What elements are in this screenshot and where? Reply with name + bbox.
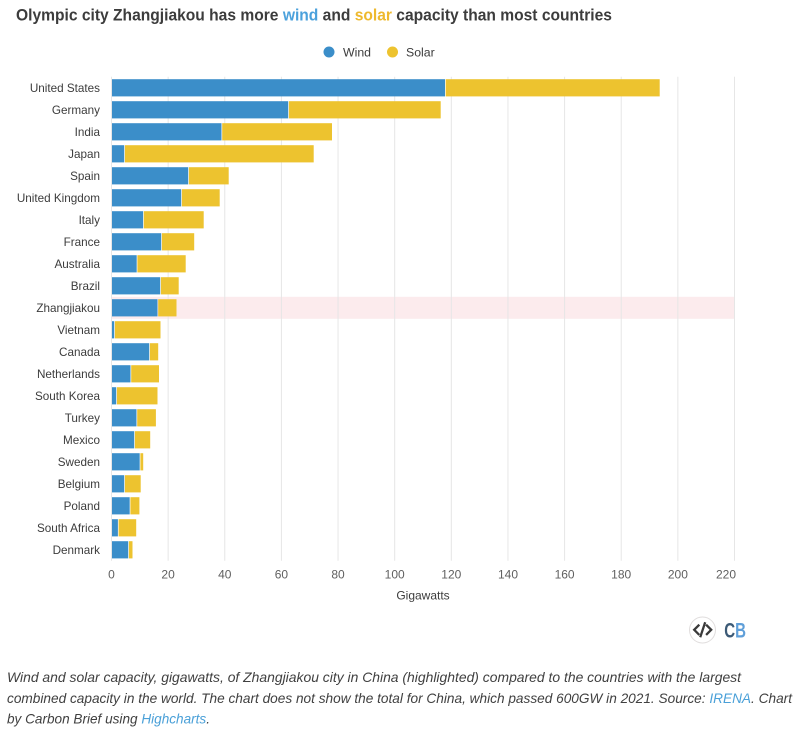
svg-text:Sweden: Sweden — [58, 456, 100, 469]
svg-text:Wind: Wind — [343, 45, 371, 59]
svg-text:United States: United States — [30, 82, 100, 95]
svg-text:Canada: Canada — [59, 346, 100, 359]
svg-text:Denmark: Denmark — [53, 544, 101, 557]
svg-text:Belgium: Belgium — [58, 478, 100, 491]
svg-text:200: 200 — [668, 568, 688, 582]
svg-text:France: France — [64, 236, 100, 249]
svg-text:60: 60 — [275, 568, 289, 582]
svg-text:Turkey: Turkey — [65, 412, 100, 425]
svg-text:Wind and solar capacity, gigaw: Wind and solar capacity, gigawatts, of Z… — [7, 669, 742, 685]
svg-text:Spain: Spain — [70, 170, 100, 183]
svg-text:Germany: Germany — [52, 104, 100, 117]
svg-text:0: 0 — [108, 568, 115, 582]
svg-text:Olympic city Zhangjiakou has m: Olympic city Zhangjiakou has more wind a… — [16, 7, 612, 25]
svg-text:Gigawatts: Gigawatts — [396, 589, 449, 603]
svg-text:Poland: Poland — [64, 500, 100, 513]
svg-text:Japan: Japan — [68, 148, 100, 161]
svg-text:Solar: Solar — [406, 45, 435, 59]
svg-text:220: 220 — [716, 568, 736, 582]
svg-text:Italy: Italy — [79, 214, 101, 227]
svg-text:India: India — [75, 126, 101, 139]
svg-text:Brazil: Brazil — [71, 280, 100, 293]
svg-text:120: 120 — [441, 568, 461, 582]
svg-text:combined capacity in the world: combined capacity in the world. The char… — [7, 690, 793, 706]
svg-text:by Carbon Brief using Highchar: by Carbon Brief using Highcharts. — [7, 711, 210, 727]
svg-text:South Africa: South Africa — [37, 522, 101, 535]
svg-text:South Korea: South Korea — [35, 390, 100, 403]
svg-text:140: 140 — [498, 568, 518, 582]
svg-text:180: 180 — [611, 568, 631, 582]
svg-text:Mexico: Mexico — [63, 434, 101, 447]
svg-text:Australia: Australia — [55, 258, 101, 271]
svg-text:80: 80 — [331, 568, 345, 582]
svg-text:CB: CB — [724, 618, 746, 642]
svg-text:Zhangjiakou: Zhangjiakou — [36, 302, 100, 315]
svg-text:United Kingdom: United Kingdom — [17, 192, 100, 205]
svg-text:100: 100 — [385, 568, 405, 582]
svg-text:160: 160 — [555, 568, 575, 582]
svg-text:Netherlands: Netherlands — [37, 368, 100, 381]
svg-text:Vietnam: Vietnam — [57, 324, 100, 337]
svg-text:20: 20 — [161, 568, 175, 582]
svg-text:40: 40 — [218, 568, 232, 582]
